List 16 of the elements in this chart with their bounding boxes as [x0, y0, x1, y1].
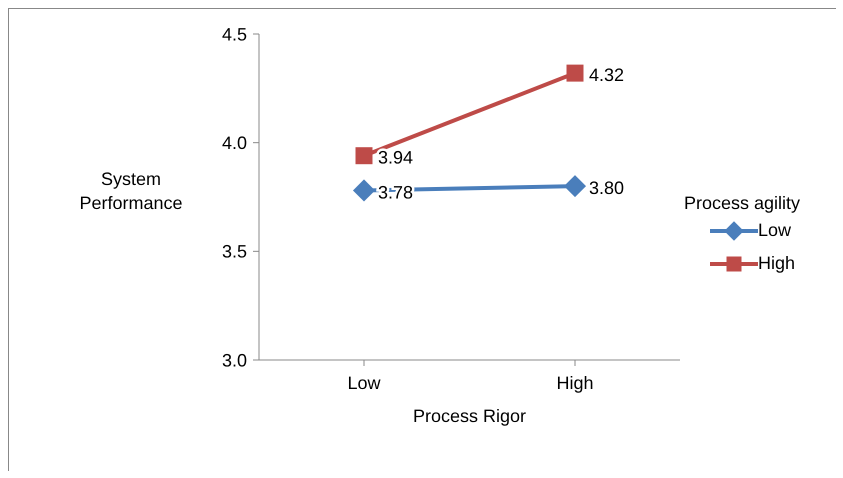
data-label: 3.94	[378, 148, 414, 168]
data-label: 3.80	[589, 178, 624, 198]
y-axis-title: System Performance	[79, 169, 183, 213]
legend-title: Process agility	[684, 193, 802, 214]
legend-label: Low	[758, 220, 792, 241]
legend-label: High	[758, 253, 796, 274]
point	[356, 147, 372, 164]
y-tick-label: 3.5	[222, 242, 247, 262]
point	[564, 175, 586, 198]
y-tick-label: 4.0	[222, 133, 247, 154]
point	[566, 64, 584, 82]
point	[352, 179, 376, 202]
y-tick-label: 3.0	[222, 350, 247, 370]
data-label: 4.32	[589, 65, 624, 86]
y-tick-label: 4.5	[222, 24, 247, 44]
x-axis-title: Process Rigor	[412, 406, 526, 426]
